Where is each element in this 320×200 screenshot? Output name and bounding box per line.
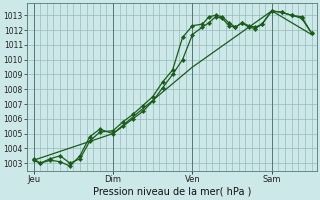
X-axis label: Pression niveau de la mer( hPa ): Pression niveau de la mer( hPa ): [92, 187, 251, 197]
